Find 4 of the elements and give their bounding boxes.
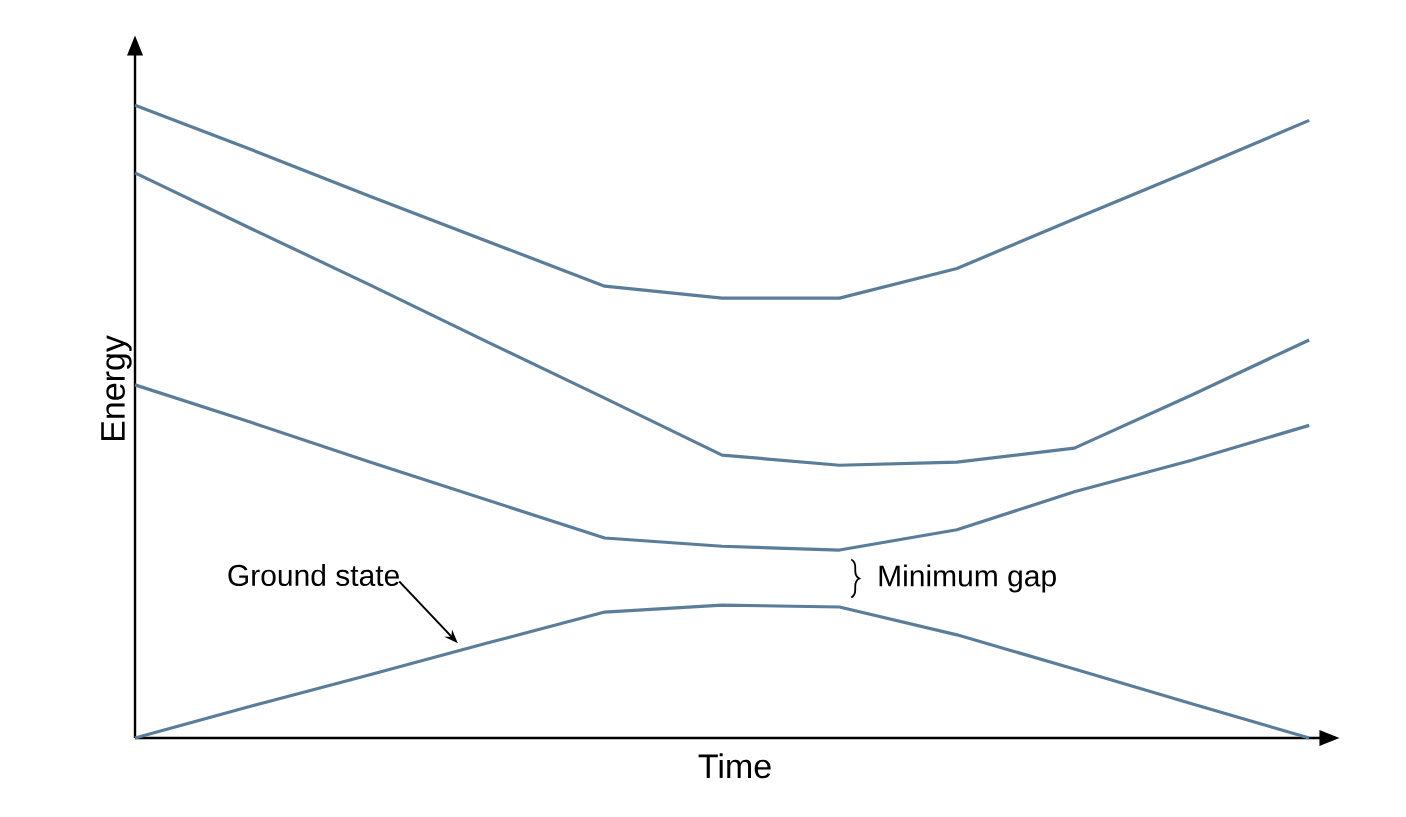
- annotation: Ground state: [228, 564, 399, 587]
- x-axis-title: Time: [698, 753, 771, 779]
- y-axis-title: Energy: [101, 335, 132, 441]
- annotation: Minimum gap: [879, 564, 1056, 593]
